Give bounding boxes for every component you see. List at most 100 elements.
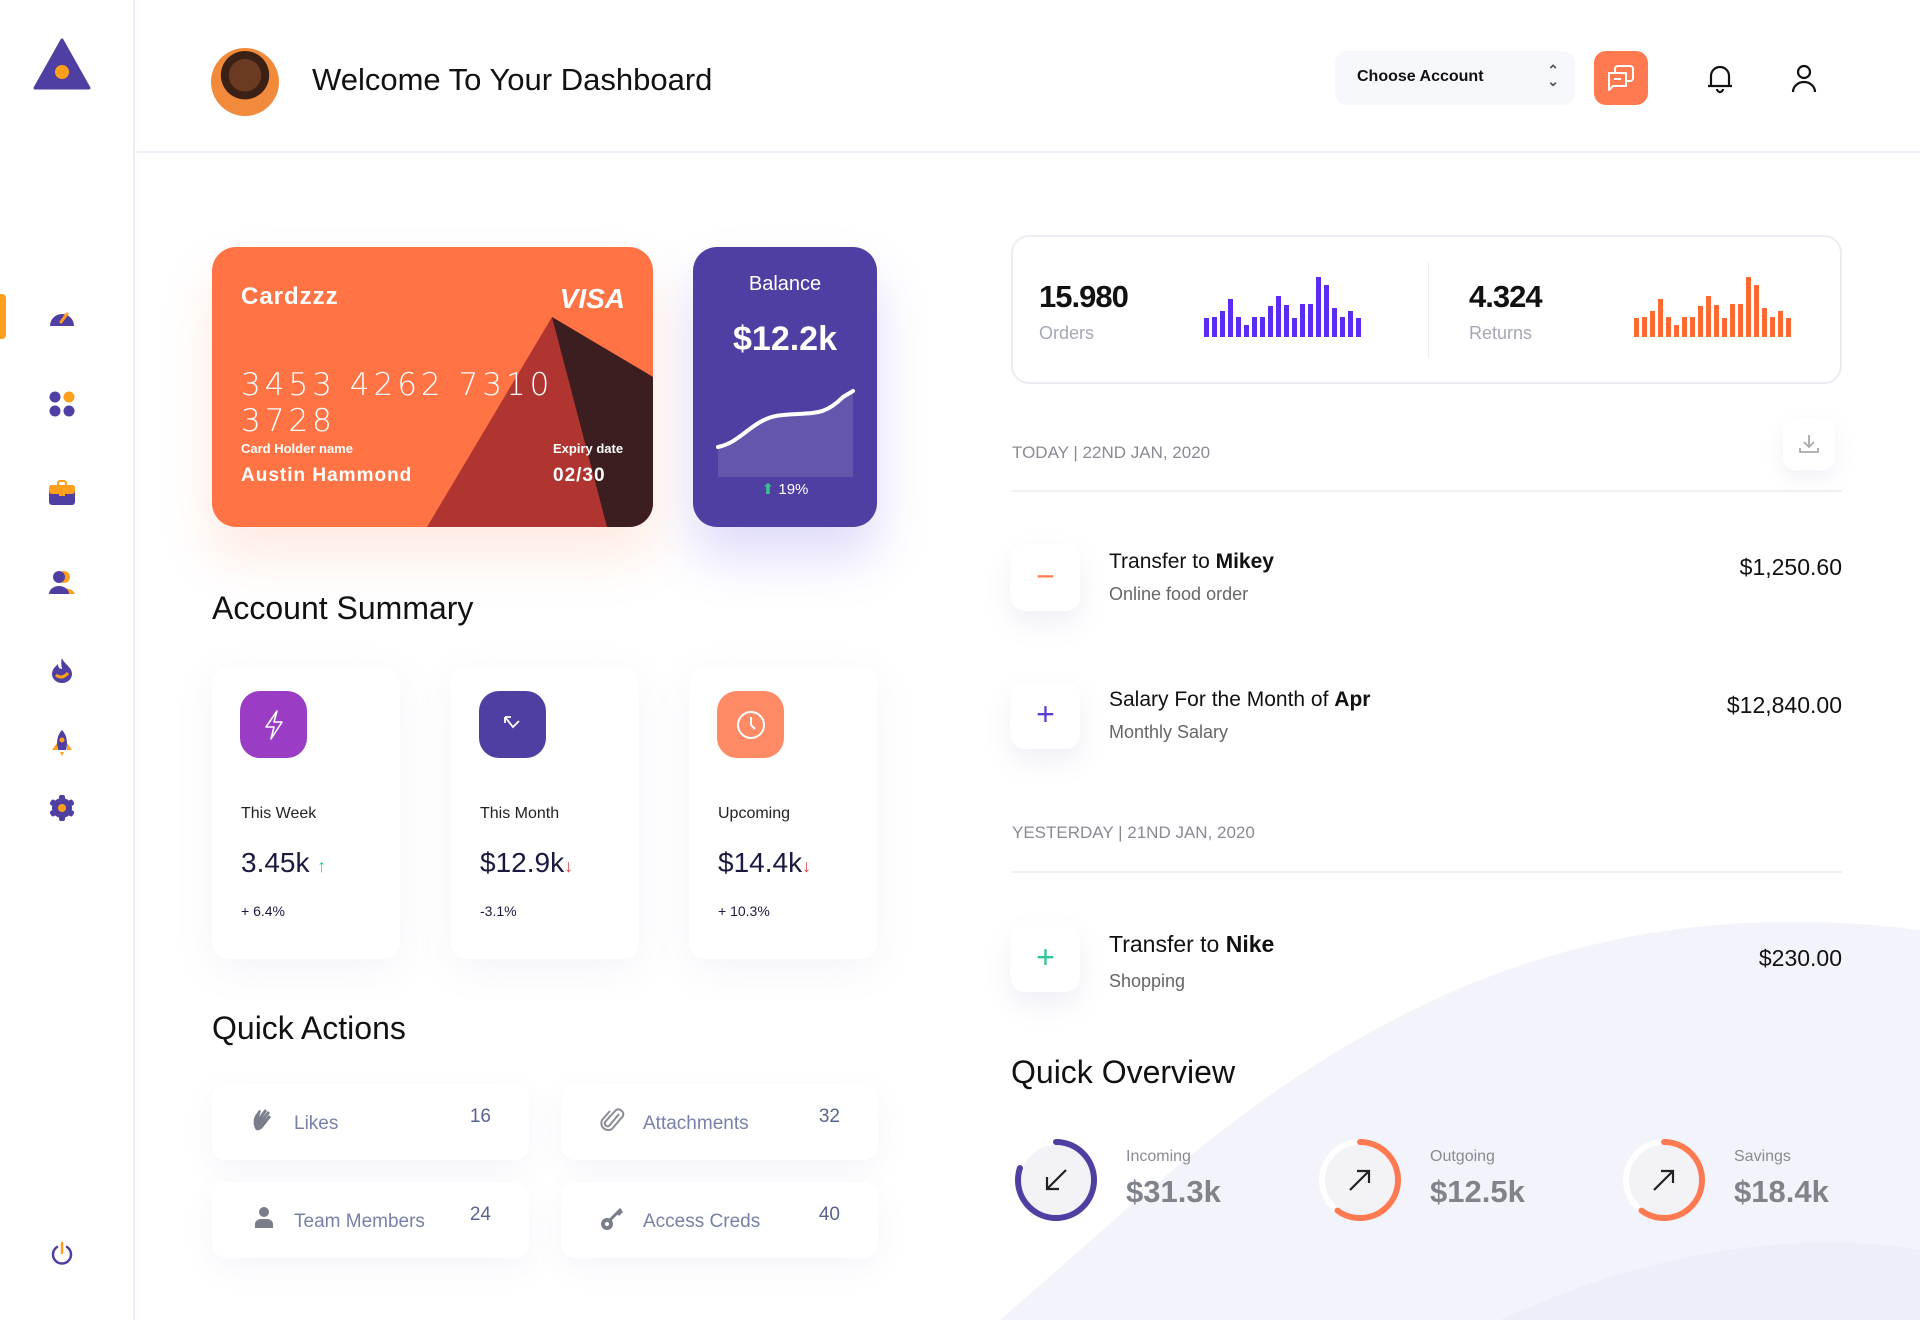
plus-icon: +	[1011, 925, 1080, 992]
sidebar-item-settings[interactable]	[47, 793, 77, 823]
sparkline-bar	[1244, 324, 1249, 337]
arrow-down-left-icon	[1045, 1169, 1067, 1191]
arrow-up-icon: ↑	[317, 856, 327, 876]
sparkline-bar	[1212, 316, 1217, 337]
orders-label: Orders	[1039, 323, 1095, 343]
card-number: 3453 4262 7310 3728	[241, 367, 554, 439]
sparkline-bar	[1690, 316, 1695, 337]
summary-value: $14.4k↓	[718, 847, 811, 879]
sidebar-item-dashboard[interactable]	[47, 301, 77, 331]
transaction-row[interactable]: + Transfer to Nike Shopping $230.00	[1011, 925, 1842, 995]
summary-label: This Month	[480, 805, 560, 822]
sidebar-item-apps[interactable]	[47, 389, 77, 419]
user-icon[interactable]	[1788, 62, 1820, 94]
quick-action-label: Likes	[294, 1113, 339, 1134]
page-title: Welcome To Your Dashboard	[312, 62, 713, 97]
account-select-value: Choose Account	[1357, 68, 1484, 85]
download-icon	[1799, 435, 1819, 453]
sparkline-bar	[1738, 304, 1743, 337]
transaction-title-prefix: Salary For the Month of	[1109, 688, 1335, 711]
divider	[1011, 490, 1842, 492]
sidebar-item-trending[interactable]	[47, 655, 77, 685]
active-indicator	[0, 294, 6, 339]
today-header: TODAY | 22ND JAN, 2020	[1012, 443, 1211, 462]
quick-action-team-members[interactable]: Team Members 24	[212, 1182, 529, 1258]
sparkline-bar	[1722, 318, 1727, 337]
sparkline-bar	[1730, 304, 1735, 337]
logout-button[interactable]	[47, 1239, 77, 1269]
sidebar-item-launch[interactable]	[47, 728, 77, 758]
arrow-up-icon: ⬆	[761, 481, 775, 498]
top-header: Welcome To Your Dashboard Choose Account…	[137, 0, 1920, 153]
sparkline-bar	[1260, 316, 1265, 337]
quick-overview-title: Quick Overview	[1011, 1054, 1236, 1090]
logo-icon[interactable]	[33, 38, 91, 90]
card-holder-label: Card Holder name	[241, 441, 353, 456]
transaction-amount: $1,250.60	[1739, 554, 1842, 580]
summary-change: -3.1%	[480, 903, 517, 919]
balance-change-value: 19%	[778, 481, 809, 498]
balance-card[interactable]: Balance $12.2k ⬆ 19%	[693, 247, 877, 527]
rocket-icon	[52, 730, 72, 756]
users-icon	[49, 571, 75, 594]
balance-label: Balance	[748, 273, 822, 295]
key-icon	[601, 1207, 624, 1230]
quick-action-likes[interactable]: Likes 16	[212, 1084, 529, 1160]
account-select[interactable]: Choose Account ⌃ ⌄	[1335, 51, 1575, 105]
arrow-zigzag-icon	[479, 691, 546, 758]
overview-value: $18.4k	[1734, 1174, 1829, 1209]
summary-value: $12.9k↓	[480, 847, 573, 879]
download-button[interactable]	[1783, 418, 1835, 470]
quick-action-attachments[interactable]: Attachments 32	[561, 1084, 878, 1160]
grid-icon	[49, 391, 75, 417]
credit-card[interactable]: Cardzzz VISA 3453 4262 7310 3728 Card Ho…	[212, 247, 653, 527]
orders-sparkline	[1204, 277, 1361, 337]
sparkline-bar	[1308, 304, 1313, 337]
chat-icon	[1608, 65, 1634, 91]
overview-outgoing[interactable]: Outgoing $12.5k	[1316, 1130, 1616, 1230]
transaction-title-name: Apr	[1334, 688, 1371, 711]
power-icon	[51, 1241, 73, 1265]
sparkline-bar	[1714, 304, 1719, 337]
overview-value: $31.3k	[1126, 1174, 1221, 1209]
quick-action-label: Access Creds	[643, 1211, 761, 1232]
stats-panel: 15.980 Orders 4.324 Returns	[1011, 235, 1842, 384]
overview-savings[interactable]: Savings $18.4k	[1620, 1130, 1920, 1230]
sparkline-bar	[1228, 298, 1233, 337]
balance-sparkline	[716, 389, 855, 477]
summary-value-text: $14.4k	[718, 847, 803, 878]
arrow-up-right-icon	[1349, 1169, 1371, 1191]
overview-incoming[interactable]: Incoming $31.3k	[1012, 1130, 1312, 1230]
sparkline-bar	[1778, 311, 1783, 337]
quick-action-count: 16	[469, 1106, 491, 1127]
summary-label: This Week	[241, 805, 317, 822]
expiry-label: Expiry date	[553, 441, 624, 456]
outgoing-progress-ring	[1319, 1139, 1401, 1221]
transaction-row[interactable]: + Salary For the Month of Apr Monthly Sa…	[1011, 682, 1842, 752]
sidebar-item-portfolio[interactable]	[47, 478, 77, 508]
summary-value-text: $12.9k	[480, 847, 565, 878]
summary-card-upcoming[interactable]: Upcoming $14.4k↓ + 10.3%	[689, 667, 877, 959]
quick-action-count: 24	[469, 1204, 491, 1225]
transaction-row[interactable]: − Transfer to Mikey Online food order $1…	[1011, 544, 1842, 614]
summary-card-this-month[interactable]: This Month $12.9k↓ -3.1%	[451, 667, 639, 959]
sparkline-bar	[1762, 308, 1767, 337]
person-icon	[255, 1207, 273, 1228]
sparkline-bar	[1634, 318, 1639, 337]
quick-action-access-creds[interactable]: Access Creds 40	[561, 1182, 878, 1258]
sparkline-bar	[1252, 316, 1257, 337]
transaction-title-prefix: Transfer to	[1109, 931, 1226, 957]
arrow-down-icon: ↓	[564, 856, 574, 876]
avatar[interactable]	[211, 48, 279, 116]
returns-value: 4.324	[1469, 279, 1543, 314]
quick-action-count: 40	[818, 1204, 840, 1225]
sidebar-item-users[interactable]	[47, 567, 77, 597]
sparkline-bar	[1292, 318, 1297, 337]
sparkline-bar	[1356, 318, 1361, 337]
flame-icon	[52, 658, 72, 683]
messages-button[interactable]	[1594, 51, 1648, 105]
sparkline-bar	[1340, 316, 1345, 337]
summary-card-this-week[interactable]: This Week 3.45k ↑ + 6.4%	[212, 667, 400, 959]
sidebar	[0, 0, 135, 1320]
bell-icon[interactable]	[1704, 62, 1736, 94]
